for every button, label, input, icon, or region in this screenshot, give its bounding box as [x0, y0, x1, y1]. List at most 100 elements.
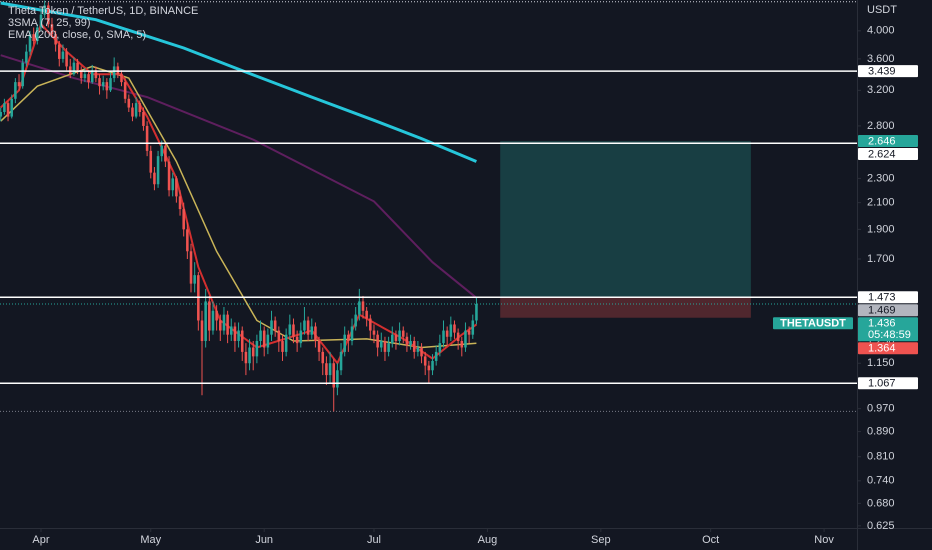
candle-body [3, 103, 6, 113]
candle-body [186, 229, 189, 252]
candle-body [36, 27, 39, 42]
candle-body [233, 326, 237, 342]
candle-body [317, 341, 321, 352]
candle-body [138, 103, 142, 113]
candle-body [255, 341, 259, 357]
candle-body [200, 320, 204, 342]
candle-body [273, 320, 277, 331]
y-tick-label: 2.300 [867, 172, 895, 184]
candle-body [145, 125, 149, 151]
price-tag-label: 3.439 [868, 66, 896, 78]
candle-body [134, 103, 138, 117]
candle-body [354, 314, 357, 327]
x-tick-label: Jul [367, 534, 381, 546]
countdown: 05:48:59 [868, 329, 911, 341]
candle-body [456, 332, 460, 342]
candle-body [270, 320, 273, 335]
y-tick-label: 0.970 [867, 403, 895, 415]
candle-body [248, 347, 251, 364]
candle-body [383, 341, 387, 352]
candle-body [445, 330, 449, 337]
candle-body [464, 330, 467, 348]
candle-body [416, 347, 420, 352]
candle-body [68, 66, 72, 75]
candle-body [434, 351, 438, 361]
candle-body [65, 51, 68, 67]
price-tag [858, 317, 918, 342]
candle-body [277, 330, 281, 342]
candle-body [167, 161, 171, 191]
candle-body [303, 320, 306, 331]
price-tag [858, 377, 918, 390]
y-tick-label: 3.600 [867, 53, 895, 65]
candle-body [32, 34, 35, 42]
price-tag-label: 2.646 [868, 135, 896, 147]
candle-body [131, 107, 134, 117]
candle-body [358, 301, 361, 315]
candle-body [336, 370, 339, 388]
plot [0, 0, 857, 412]
candle-body [182, 209, 185, 230]
candle-body [339, 351, 343, 371]
x-tick-label: Oct [702, 534, 719, 546]
candle-body [471, 320, 475, 335]
candle-body [380, 341, 383, 348]
candle-body [61, 51, 65, 59]
y-tick-label: 0.625 [867, 520, 895, 532]
position-stop-zone [500, 297, 751, 318]
candle-body [222, 314, 226, 331]
y-tick-label: 2.800 [867, 120, 895, 132]
candle-body [460, 341, 464, 348]
candle-body [112, 66, 116, 79]
x-tick-label: Jun [255, 534, 273, 546]
candle-body [171, 178, 174, 191]
y-tick-label: 1.900 [867, 223, 895, 235]
candle-body [6, 103, 10, 117]
candle-body [98, 78, 101, 87]
candle-body [361, 301, 365, 311]
candle-body [39, 14, 43, 28]
candle-body [262, 330, 266, 348]
candle-body [299, 330, 303, 344]
price-tag [858, 65, 918, 78]
y-tick-label: 4.000 [867, 25, 895, 37]
candle-body [394, 334, 398, 342]
y-tick-label: 2.100 [867, 197, 895, 209]
x-tick-label: Nov [814, 534, 834, 546]
candle-body [314, 326, 317, 342]
indicator-line [0, 54, 478, 299]
candle-body [376, 334, 379, 348]
candle-body [266, 334, 270, 348]
price-tag [858, 342, 918, 355]
candle-body [0, 112, 3, 117]
candle-body [412, 341, 416, 352]
candle-body [401, 330, 405, 337]
y-tick-label: 3.200 [867, 84, 895, 96]
y-tick-label: 0.810 [867, 451, 895, 463]
legend-title: Theta Token / TetherUS, 1D, BINANCE [8, 5, 198, 17]
candle-body [164, 145, 167, 162]
candle-body [79, 70, 83, 79]
candle-body [350, 326, 354, 342]
candle-body [142, 112, 145, 126]
candle-body [259, 330, 262, 342]
candle-body [204, 301, 207, 342]
candle-body [14, 82, 17, 99]
candle-body [211, 310, 215, 331]
candle-body [423, 356, 427, 366]
candle-body [120, 74, 123, 83]
y-tick-label: 1.150 [867, 357, 895, 369]
candle-body [306, 320, 310, 335]
x-tick-label: May [140, 534, 161, 546]
price-tag-label: 1.067 [868, 378, 896, 390]
candle-body [72, 62, 76, 75]
candle-body [94, 70, 98, 79]
candle-body [288, 324, 292, 335]
y-tick-label: 1.700 [867, 253, 895, 265]
candle-body [387, 343, 390, 352]
candle-body [365, 310, 368, 319]
candle-body [189, 251, 193, 284]
